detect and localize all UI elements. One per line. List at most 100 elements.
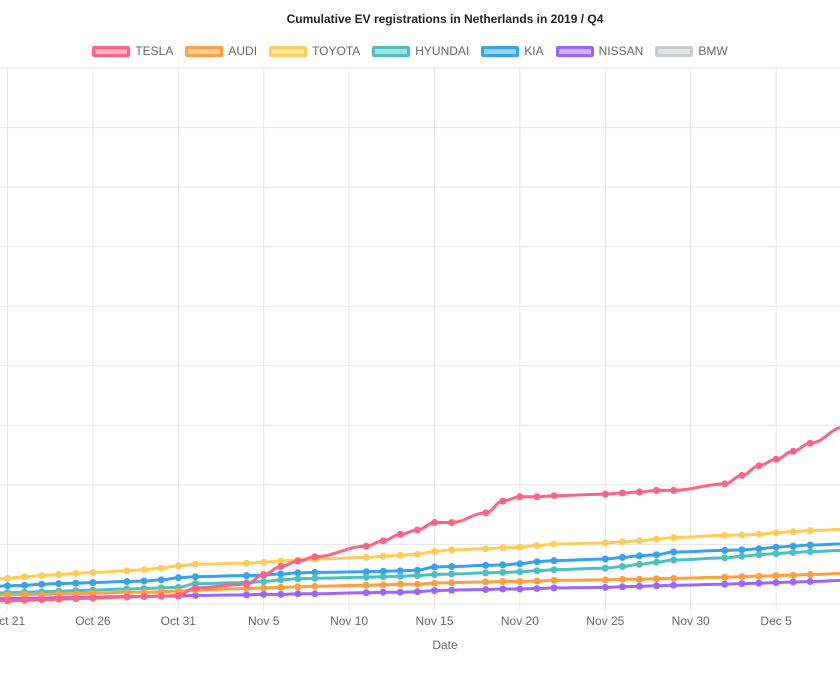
data-point[interactable] <box>311 553 319 561</box>
data-point[interactable] <box>755 572 763 580</box>
data-point[interactable] <box>140 577 148 585</box>
data-point[interactable] <box>191 584 199 592</box>
data-point[interactable] <box>482 509 490 517</box>
data-point[interactable] <box>806 439 814 447</box>
data-point[interactable] <box>482 569 490 577</box>
data-point[interactable] <box>38 580 46 588</box>
data-point[interactable] <box>533 567 541 575</box>
data-point[interactable] <box>89 579 97 587</box>
data-point[interactable] <box>601 539 609 547</box>
data-point[interactable] <box>601 555 609 563</box>
data-point[interactable] <box>499 585 507 593</box>
data-point[interactable] <box>806 548 814 555</box>
data-point[interactable] <box>789 528 797 536</box>
data-point[interactable] <box>516 568 524 576</box>
data-point[interactable] <box>482 586 490 593</box>
data-point[interactable] <box>277 563 285 570</box>
data-point[interactable] <box>738 546 746 554</box>
data-point[interactable] <box>618 583 626 591</box>
data-point[interactable] <box>601 576 609 584</box>
data-point[interactable] <box>396 580 404 588</box>
data-point[interactable] <box>379 537 387 545</box>
legend-item-audi[interactable]: AUDI <box>185 44 257 58</box>
data-point[interactable] <box>413 550 421 558</box>
data-point[interactable] <box>755 545 763 553</box>
data-point[interactable] <box>362 589 370 597</box>
data-point[interactable] <box>806 571 814 578</box>
data-point[interactable] <box>123 593 131 601</box>
data-point[interactable] <box>516 578 524 585</box>
data-point[interactable] <box>755 551 763 559</box>
data-point[interactable] <box>379 567 387 575</box>
legend-item-tesla[interactable]: TESLA <box>92 44 173 58</box>
data-point[interactable] <box>89 594 97 602</box>
legend-item-nissan[interactable]: NISSAN <box>555 44 643 58</box>
data-point[interactable] <box>191 560 199 568</box>
data-point[interactable] <box>670 534 678 541</box>
data-point[interactable] <box>516 493 524 501</box>
data-point[interactable] <box>174 562 182 570</box>
data-point[interactable] <box>670 556 678 564</box>
data-point[interactable] <box>294 569 302 577</box>
data-point[interactable] <box>499 568 507 576</box>
data-point[interactable] <box>431 548 438 555</box>
data-point[interactable] <box>653 486 660 494</box>
data-point[interactable] <box>806 578 814 585</box>
data-point[interactable] <box>772 550 780 558</box>
data-point[interactable] <box>243 591 251 599</box>
data-point[interactable] <box>618 538 626 546</box>
data-point[interactable] <box>670 574 678 582</box>
data-point[interactable] <box>550 557 558 565</box>
data-point[interactable] <box>379 552 387 560</box>
data-point[interactable] <box>499 497 507 505</box>
data-point[interactable] <box>499 544 507 552</box>
data-point[interactable] <box>396 588 404 596</box>
data-point[interactable] <box>755 462 763 470</box>
data-point[interactable] <box>21 596 29 604</box>
data-point[interactable] <box>243 572 251 580</box>
data-point[interactable] <box>653 558 660 566</box>
data-point[interactable] <box>379 588 387 596</box>
data-point[interactable] <box>635 488 643 496</box>
data-point[interactable] <box>516 585 524 593</box>
data-point[interactable] <box>191 573 199 581</box>
data-point[interactable] <box>601 583 609 591</box>
data-point[interactable] <box>140 593 148 600</box>
data-point[interactable] <box>533 558 541 566</box>
data-point[interactable] <box>482 545 490 553</box>
data-point[interactable] <box>635 582 643 590</box>
data-point[interactable] <box>550 576 558 584</box>
data-point[interactable] <box>431 563 438 571</box>
data-point[interactable] <box>755 579 763 587</box>
data-point[interactable] <box>396 530 404 538</box>
data-point[interactable] <box>550 584 558 592</box>
data-point[interactable] <box>618 489 626 497</box>
data-point[interactable] <box>123 588 131 596</box>
data-point[interactable] <box>362 581 370 589</box>
data-point[interactable] <box>601 490 609 498</box>
data-point[interactable] <box>738 552 746 560</box>
data-point[interactable] <box>277 570 285 578</box>
data-point[interactable] <box>653 535 660 543</box>
data-point[interactable] <box>362 573 370 581</box>
data-point[interactable] <box>499 578 507 585</box>
data-point[interactable] <box>653 582 660 590</box>
data-point[interactable] <box>38 590 46 598</box>
data-point[interactable] <box>635 552 643 560</box>
data-point[interactable] <box>311 574 319 582</box>
data-point[interactable] <box>601 564 609 572</box>
data-point[interactable] <box>618 575 626 583</box>
data-point[interactable] <box>174 574 182 582</box>
data-point[interactable] <box>311 568 319 576</box>
data-point[interactable] <box>21 573 29 581</box>
data-point[interactable] <box>4 597 11 605</box>
data-point[interactable] <box>670 548 678 556</box>
data-point[interactable] <box>277 583 285 591</box>
data-point[interactable] <box>294 575 302 583</box>
data-point[interactable] <box>618 553 626 561</box>
data-point[interactable] <box>362 553 370 561</box>
data-point[interactable] <box>277 590 285 598</box>
data-point[interactable] <box>516 543 524 551</box>
data-point[interactable] <box>499 561 507 569</box>
data-point[interactable] <box>721 480 729 488</box>
